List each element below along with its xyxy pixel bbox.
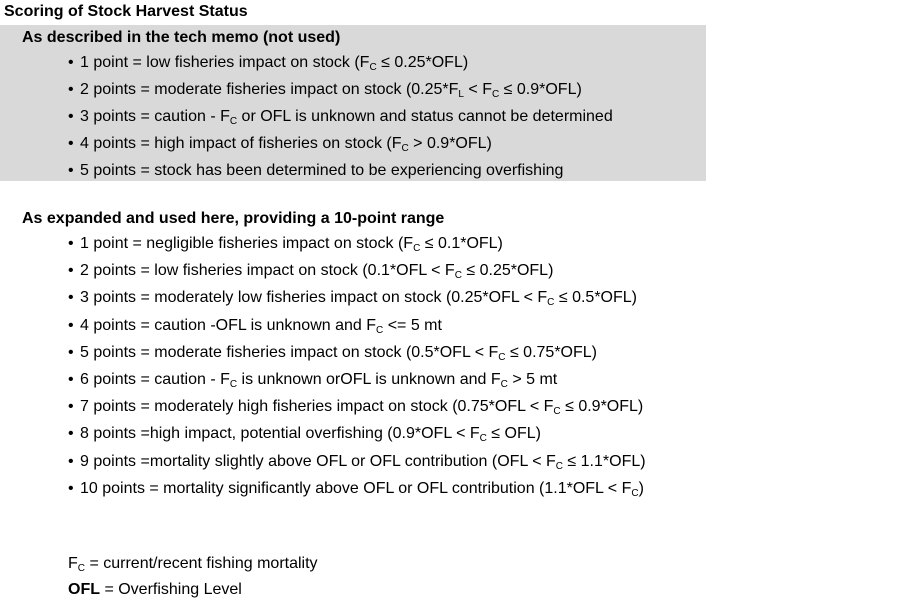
expanded-item: • 3 points = moderately low fisheries imp… [68, 289, 637, 309]
tech-memo-item: • 2 points = moderate fisheries impact on… [68, 81, 582, 100]
tech-memo-item: • 3 points = caution - FC or OFL is unkno… [68, 108, 613, 127]
item-text: 9 points =mortality slightly above OFL o… [80, 452, 556, 470]
item-text: ≤ 0.25*OFL) [461, 262, 554, 280]
item-text: 7 points = moderately high fisheries imp… [80, 398, 554, 416]
subscript-text: C [500, 379, 508, 390]
subscript-text: C [413, 243, 421, 254]
subscript-text: C [555, 460, 563, 472]
subscript-text: C [479, 433, 487, 445]
item-text: 4 points = high impact of fisheries on s… [80, 135, 402, 152]
bullet-icon: • [68, 108, 74, 125]
item-text: ≤ 0.1*OFL) [420, 235, 503, 252]
bullet-icon: • [68, 81, 74, 98]
expanded-item: • 2 points = low fisheries impact on stoc… [68, 262, 554, 282]
item-text: > 5 mt [507, 371, 558, 388]
bullet-icon: • [68, 289, 74, 307]
subscript-text: C [491, 89, 500, 100]
definition-fc-text: = current/recent fishing mortality [85, 555, 318, 572]
expanded-item: • 8 points =high impact, potential overfi… [68, 425, 541, 445]
bullet-icon: • [68, 262, 74, 280]
bullet-icon: • [68, 135, 74, 152]
expanded-heading: As expanded and used here, providing a 1… [22, 210, 445, 227]
bullet-icon: • [68, 452, 74, 470]
subscript-text: C [229, 379, 238, 390]
item-text: ) [638, 479, 644, 497]
definition-ofl: OFL = Overfishing Level [68, 581, 242, 599]
item-text: 6 points = caution - F [80, 371, 230, 388]
definition-fc: FC = current/recent fishing mortality [68, 555, 318, 574]
expanded-item: • 9 points =mortality slightly above OFL … [68, 452, 646, 472]
item-text: 2 points = moderate fisheries impact on … [80, 81, 459, 98]
item-text: 5 points = stock has been determined to … [80, 162, 564, 179]
bullet-icon: • [68, 235, 74, 252]
item-text: 2 points = low fisheries impact on stock… [80, 262, 455, 280]
item-text: ≤ 0.9*OFL) [499, 81, 582, 98]
tech-memo-item: • 5 points = stock has been determined to… [68, 162, 563, 180]
tech-memo-item: • 4 points = high impact of fisheries on … [68, 135, 492, 154]
item-text: 5 points = moderate fisheries impact on … [80, 343, 499, 361]
expanded-item: • 7 points = moderately high fisheries im… [68, 398, 644, 418]
definition-fc-subscript: C [77, 563, 86, 574]
bullet-icon: • [68, 343, 74, 361]
definition-fc-symbol: F [68, 555, 78, 572]
item-text: ≤ OFL) [486, 425, 541, 443]
subscript-text: L [458, 89, 464, 100]
item-text: 3 points = moderately low fisheries impa… [80, 289, 548, 307]
subscript-text: C [369, 62, 377, 73]
expanded-item: • 6 points = caution - FC is unknown orOF… [68, 371, 558, 390]
item-text: 8 points =high impact, potential overfis… [80, 425, 480, 443]
item-text: ≤ 0.5*OFL) [554, 289, 637, 307]
definition-ofl-symbol: OFL [68, 581, 100, 598]
bullet-icon: • [68, 316, 74, 334]
tech-memo-section [0, 25, 706, 181]
subscript-text: C [547, 297, 555, 309]
bullet-icon: • [68, 371, 74, 388]
item-text: ≤ 0.25*OFL) [376, 54, 469, 71]
expanded-item: • 5 points = moderate fisheries impact on… [68, 343, 597, 363]
definition-ofl-text: = Overfishing Level [100, 581, 242, 598]
subscript-text: C [401, 143, 409, 154]
expanded-item: • 10 points = mortality significantly abo… [68, 479, 644, 499]
item-text: > 0.9*OFL) [408, 135, 492, 152]
item-text: 1 point = low fisheries impact on stock … [80, 54, 370, 71]
item-text: 3 points = caution - F [80, 108, 230, 125]
bullet-icon: • [68, 162, 74, 179]
item-text: < F [463, 81, 492, 98]
expanded-item: • 1 point = negligible fisheries impact o… [68, 235, 503, 254]
item-text: ≤ 1.1*OFL) [562, 452, 646, 470]
subscript-text: C [454, 270, 462, 282]
tech-memo-item: • 1 point = low fisheries impact on stock… [68, 54, 469, 73]
item-text: or OFL is unknown and status cannot be d… [237, 108, 613, 125]
bullet-icon: • [68, 398, 74, 416]
subscript-text: C [376, 324, 384, 336]
subscript-text: C [553, 406, 561, 418]
item-text: 1 point = negligible fisheries impact on… [80, 235, 414, 252]
bullet-icon: • [68, 479, 74, 497]
subscript-text: C [229, 116, 238, 127]
expanded-item: • 4 points = caution -OFL is unknown and … [68, 316, 442, 336]
item-text: is unknown orOFL is unknown and F [237, 371, 501, 388]
item-text: <= 5 mt [383, 316, 442, 334]
subscript-text: C [498, 351, 506, 363]
tech-memo-heading: As described in the tech memo (not used) [22, 29, 341, 46]
bullet-icon: • [68, 54, 74, 71]
page-title: Scoring of Stock Harvest Status [4, 3, 248, 20]
item-text: 10 points = mortality significantly abov… [80, 479, 632, 497]
item-text: 4 points = caution -OFL is unknown and F [80, 316, 377, 334]
subscript-text: C [631, 487, 639, 499]
bullet-icon: • [68, 425, 74, 443]
item-text: ≤ 0.9*OFL) [560, 398, 644, 416]
item-text: ≤ 0.75*OFL) [505, 343, 597, 361]
